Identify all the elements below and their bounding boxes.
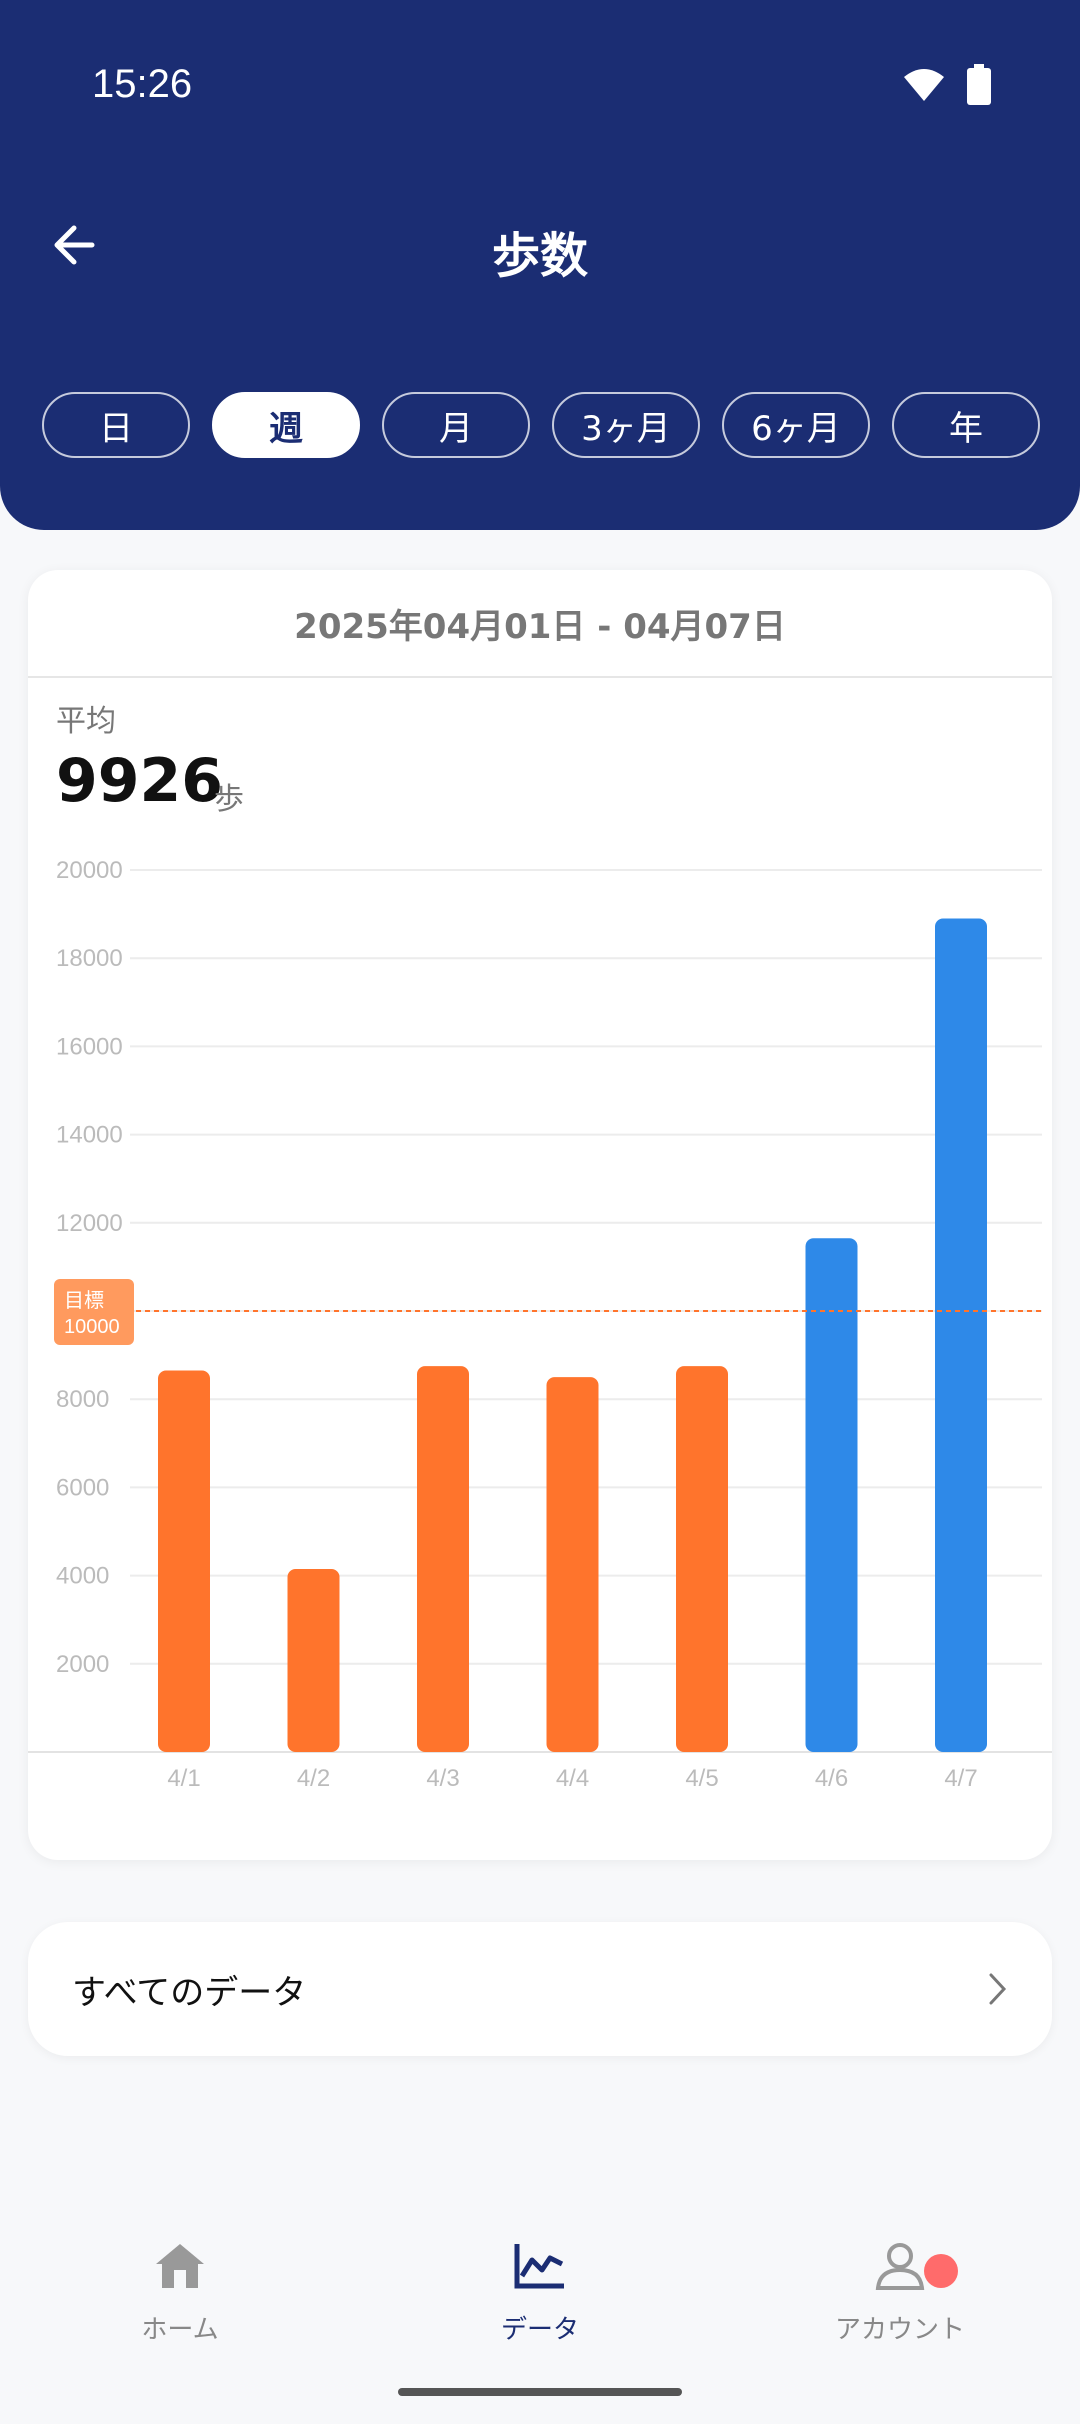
goal-badge — [54, 1279, 134, 1345]
bar-4-6 — [805, 1238, 858, 1752]
y-tick-label: 4000 — [56, 1563, 109, 1590]
bar-4-5 — [676, 1366, 728, 1752]
x-tick-label: 4/5 — [685, 1765, 718, 1792]
x-tick-label: 4/6 — [815, 1765, 848, 1792]
notification-badge — [924, 2254, 958, 2288]
goal-label: 目標 — [64, 1288, 104, 1312]
y-tick-label: 14000 — [56, 1122, 123, 1149]
nav-account-label: アカウント — [834, 2315, 965, 2345]
nav-data[interactable]: データ — [430, 2240, 650, 2346]
steps-unit: 歩 — [214, 782, 244, 817]
back-arrow-icon[interactable] — [48, 218, 102, 272]
y-tick-label: 2000 — [56, 1651, 109, 1678]
status-time: 15:26 — [92, 62, 193, 106]
home-icon — [156, 2244, 204, 2288]
chevron-right-icon — [989, 1973, 1007, 2005]
nav-home-label: ホーム — [141, 2315, 219, 2345]
average-value: 9926 — [56, 746, 223, 816]
x-tick-label: 4/1 — [167, 1765, 200, 1792]
x-tick-label: 4/3 — [426, 1765, 459, 1792]
nav-account[interactable]: アカウント — [790, 2240, 1010, 2346]
goal-value: 10000 — [64, 1316, 120, 1338]
tab-day[interactable]: 日 — [42, 392, 190, 458]
bar-4-2 — [287, 1568, 340, 1752]
battery-icon — [967, 64, 991, 105]
chart-icon — [514, 2244, 564, 2289]
tab-month[interactable]: 月 — [382, 392, 530, 458]
page-title: 歩数 — [491, 228, 588, 284]
wifi-icon — [904, 69, 944, 101]
account-icon — [875, 2243, 925, 2290]
home-indicator — [398, 2388, 682, 2396]
steps-bar-chart: 2000 4000 6000 8000 10000 12000 14000 16000 1800… — [28, 857, 1052, 1792]
period-tabs: 日 週 月 3ヶ月 6ヶ月 年 — [42, 392, 1040, 458]
tab-3-months[interactable]: 3ヶ月 — [552, 392, 700, 458]
bar-4-7 — [935, 918, 987, 1752]
y-tick-label: 8000 — [56, 1386, 109, 1413]
y-tick-label: 6000 — [56, 1474, 109, 1501]
header: 15:26 歩数 日 週 月 3ヶ月 6ヶ月 年 — [0, 0, 1080, 530]
y-tick-label: 18000 — [56, 945, 123, 972]
all-data-row[interactable]: すべてのデータ — [28, 1922, 1052, 2056]
tab-week[interactable]: 週 — [212, 392, 360, 458]
x-tick-label: 4/2 — [297, 1765, 330, 1792]
x-tick-label: 4/4 — [556, 1765, 589, 1792]
nav-home[interactable]: ホーム — [70, 2240, 290, 2346]
date-range: 2025年04月01日 - 04月07日 — [28, 570, 1052, 678]
all-data-label: すべてのデータ — [72, 1972, 307, 2013]
bar-4-3 — [417, 1366, 469, 1752]
average-label: 平均 — [56, 704, 116, 739]
status-icons — [902, 64, 992, 106]
bar-4-4 — [546, 1377, 599, 1752]
bottom-nav: ホーム データ アカウント — [0, 2220, 1080, 2370]
tab-6-months[interactable]: 6ヶ月 — [722, 392, 870, 458]
nav-data-label: データ — [500, 2315, 579, 2345]
y-tick-label: 16000 — [56, 1033, 123, 1060]
tab-year[interactable]: 年 — [892, 392, 1040, 458]
y-tick-label: 20000 — [56, 857, 123, 884]
x-tick-label: 4/7 — [944, 1765, 977, 1792]
bar-4-1 — [158, 1370, 210, 1752]
steps-summary-card: 2025年04月01日 - 04月07日 平均 9926 歩 2000 4000 6… — [28, 570, 1052, 1860]
y-tick-label: 12000 — [56, 1210, 123, 1237]
